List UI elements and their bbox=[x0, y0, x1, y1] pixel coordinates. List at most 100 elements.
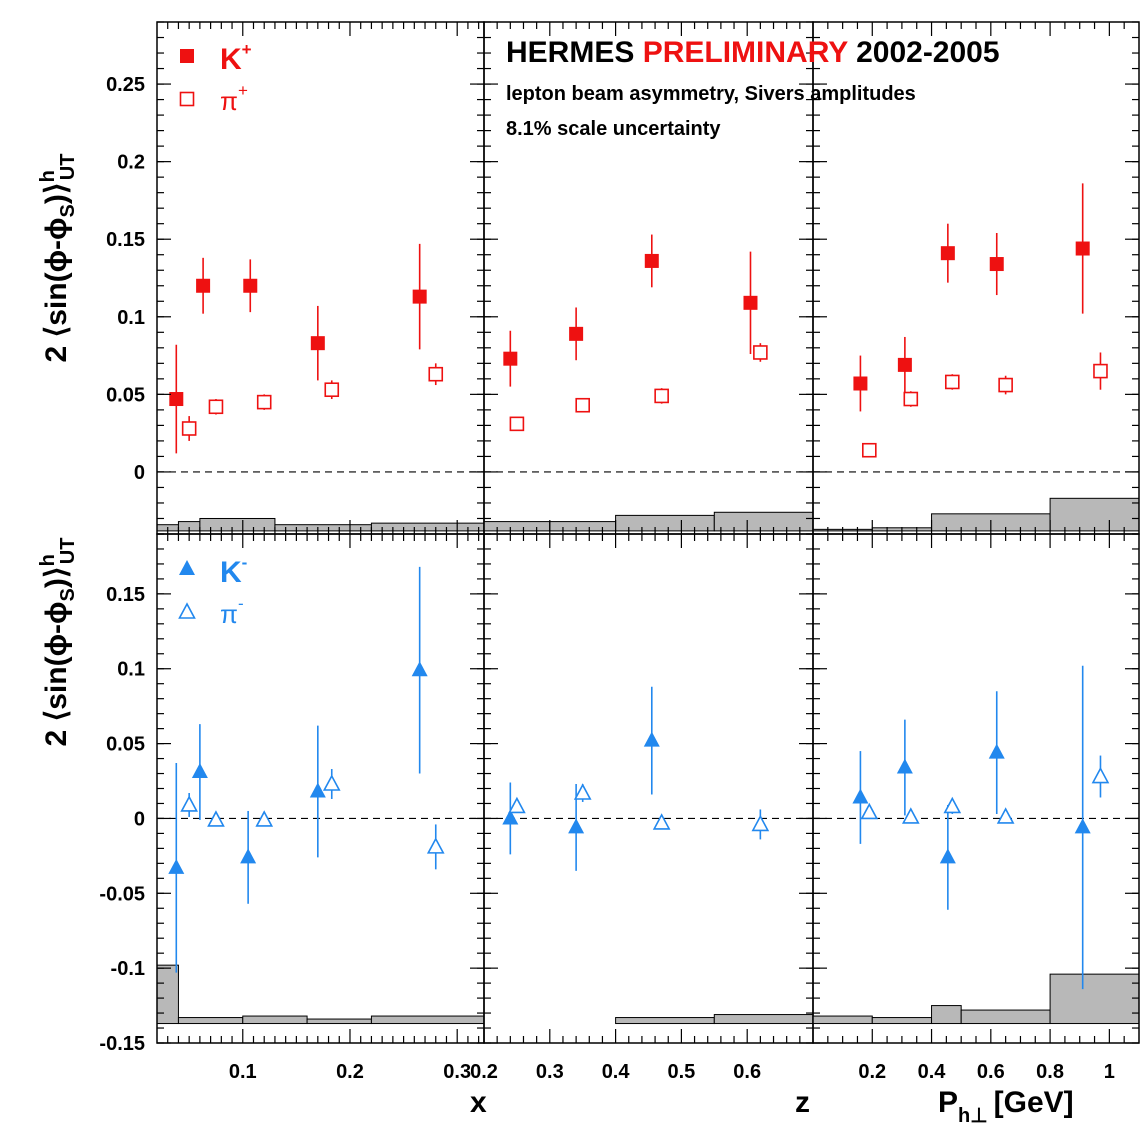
systematic-band bbox=[483, 511, 814, 532]
legend-marker-2 bbox=[178, 602, 196, 619]
data-point-3 bbox=[940, 246, 955, 261]
panel-grid: 00.050.10.150.20.25K+π+0.1 0.2 0.30.2 0.3 0.… bbox=[99, 21, 1140, 1083]
y-axis-title-bottom: 2 ⟨sin(ϕ-ϕS)⟩hUT bbox=[37, 538, 79, 747]
legend-bottom: K-π- bbox=[178, 553, 247, 629]
legend-marker-1 bbox=[179, 560, 195, 575]
x-tick-label-z-1: 0.2 bbox=[470, 1061, 498, 1083]
data-point-4 bbox=[996, 807, 1015, 824]
band-bin-4 bbox=[1049, 497, 1140, 532]
data-point-3 bbox=[944, 374, 960, 390]
y-tick-label-top-4: 0.15 bbox=[106, 229, 145, 251]
x-tick-label-z-3: 0.4 bbox=[602, 1061, 631, 1083]
band-bin-1 bbox=[812, 1015, 873, 1025]
band-bin-5 bbox=[370, 522, 485, 532]
panel-frame bbox=[156, 21, 485, 535]
systematic-band bbox=[156, 964, 485, 1025]
series-piplus bbox=[509, 343, 768, 432]
band-bin-2 bbox=[871, 1017, 933, 1025]
data-point-3 bbox=[643, 731, 660, 747]
data-point-2 bbox=[896, 758, 913, 774]
data-point-1 bbox=[852, 788, 869, 804]
svg-text:2 ⟨sin(ϕ-ϕS)⟩hUT: 2 ⟨sin(ϕ-ϕS)⟩hUT bbox=[37, 538, 79, 747]
x-tick-label-Ph-4: 0.8 bbox=[1036, 1061, 1064, 1083]
data-point-1 bbox=[502, 809, 519, 825]
series-Kplus bbox=[169, 243, 427, 454]
data-point-5 bbox=[1091, 766, 1110, 784]
series-Kplus bbox=[853, 183, 1090, 412]
band-bin-1 bbox=[483, 521, 551, 532]
series-piplus bbox=[181, 363, 444, 441]
data-point-1 bbox=[169, 392, 184, 407]
panel-negative-z bbox=[483, 533, 814, 1044]
data-point-3 bbox=[652, 813, 671, 830]
y-axis-title-top: 2 ⟨sin(ϕ-ϕS)⟩hUT bbox=[37, 154, 79, 363]
x-tick-label-x-2: 0.2 bbox=[336, 1061, 364, 1083]
data-point-1 bbox=[508, 796, 526, 814]
legend-marker-2 bbox=[179, 91, 195, 107]
series-Kminus bbox=[852, 665, 1091, 990]
series-piminus bbox=[508, 783, 770, 840]
data-point-5 bbox=[1093, 363, 1108, 379]
series-Kminus bbox=[168, 566, 428, 973]
systematic-band bbox=[615, 1014, 814, 1025]
legend-top: K+ π+ bbox=[179, 40, 252, 116]
band-bin-4 bbox=[713, 511, 814, 532]
x-axis-title-x: x bbox=[470, 1086, 487, 1119]
data-point-5 bbox=[1074, 818, 1091, 834]
legend-label-2: π- bbox=[220, 594, 244, 629]
data-point-5 bbox=[411, 661, 428, 677]
chart-subtitle: lepton beam asymmetry, Sivers amplitudes bbox=[506, 83, 916, 105]
data-point-1 bbox=[862, 442, 877, 458]
band-bin-3 bbox=[713, 1014, 814, 1025]
data-point-1 bbox=[509, 416, 525, 432]
data-point-4 bbox=[753, 345, 768, 360]
band-bin-3 bbox=[615, 514, 715, 532]
panel-negative-Ph bbox=[812, 533, 1140, 1044]
data-point-1 bbox=[860, 802, 879, 820]
y-tick-label-top-1: 0 bbox=[134, 462, 145, 484]
data-point-3 bbox=[255, 810, 274, 827]
y-tick-label-bottom-7: 0.15 bbox=[106, 584, 145, 606]
data-point-2 bbox=[207, 810, 225, 827]
y-tick-label-bottom-4: 0 bbox=[134, 808, 145, 830]
y-tick-label-top-5: 0.2 bbox=[117, 152, 145, 174]
series-Kminus bbox=[502, 686, 660, 871]
y-tick-label-top-3: 0.1 bbox=[117, 307, 145, 329]
legend-label-1: K- bbox=[220, 553, 247, 589]
systematic-band bbox=[812, 973, 1140, 1025]
x-axis-title-pt: Ph⊥ [GeV] bbox=[938, 1086, 1074, 1127]
data-point-5 bbox=[426, 837, 445, 854]
series-piminus bbox=[860, 755, 1110, 824]
panel-frame bbox=[483, 533, 814, 1044]
data-point-4 bbox=[309, 782, 326, 798]
data-point-3 bbox=[939, 848, 956, 864]
x-tick-label-Ph-2: 0.4 bbox=[918, 1061, 947, 1083]
x-tick-label-x-3: 0.3 bbox=[443, 1061, 471, 1083]
data-point-5 bbox=[1075, 241, 1090, 256]
chart-title: HERMES PRELIMINARY 2002-2005 bbox=[506, 36, 1000, 69]
data-point-2 bbox=[901, 807, 920, 824]
series-piminus bbox=[180, 769, 445, 870]
y-tick-label-bottom-5: 0.05 bbox=[106, 734, 145, 756]
y-tick-label-top-2: 0.05 bbox=[106, 384, 145, 406]
systematic-band bbox=[812, 497, 1140, 532]
data-point-1 bbox=[180, 795, 199, 812]
data-point-2 bbox=[191, 763, 208, 779]
data-point-1 bbox=[503, 351, 518, 366]
annotations: HERMES PRELIMINARY 2002-2005 lepton beam… bbox=[37, 36, 1074, 1127]
band-bin-3 bbox=[242, 1015, 308, 1025]
data-point-5 bbox=[428, 366, 444, 382]
x-tick-label-z-5: 0.6 bbox=[733, 1061, 761, 1083]
data-point-4 bbox=[324, 382, 340, 398]
x-tick-label-z-4: 0.5 bbox=[667, 1061, 695, 1083]
data-point-2 bbox=[196, 278, 211, 293]
legend-label-2: π+ bbox=[220, 81, 248, 116]
y-tick-label-top-6: 0.25 bbox=[106, 74, 145, 96]
data-point-2 bbox=[903, 391, 919, 407]
data-point-4 bbox=[988, 743, 1005, 759]
data-point-3 bbox=[243, 278, 258, 293]
data-point-5 bbox=[412, 289, 427, 304]
band-bin-5 bbox=[1049, 973, 1140, 1025]
x-axis-title-z: z bbox=[795, 1086, 810, 1119]
